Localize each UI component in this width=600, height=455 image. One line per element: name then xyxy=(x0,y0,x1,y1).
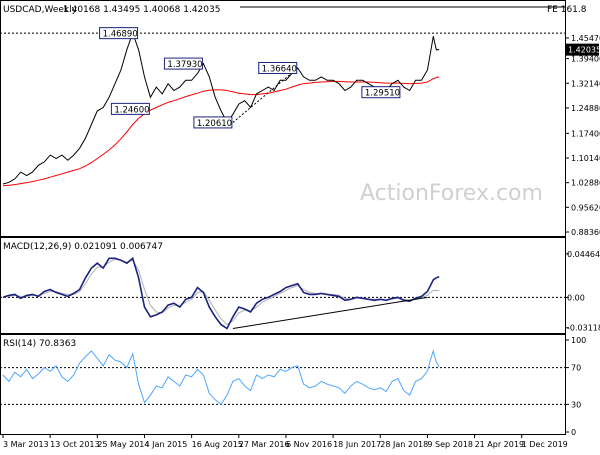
macd-title: MACD(12,26,9) 0.021091 0.006747 xyxy=(3,242,163,252)
price-label: 1.24600 xyxy=(114,105,149,115)
current-price-box xyxy=(565,43,599,56)
fib-label: FE 161.8 xyxy=(547,5,587,15)
price-tick-label: 0.88360 xyxy=(571,228,600,237)
price-title: USDCAD,Weekly xyxy=(3,5,78,15)
price-tick-label: 1.17400 xyxy=(571,129,600,138)
macd-trendline xyxy=(232,296,428,330)
time-tick-label: 13 Oct 2013 xyxy=(50,440,99,449)
price-label: 1.20610 xyxy=(197,119,232,129)
time-tick-label: 27 Mar 2016 xyxy=(239,440,290,449)
time-tick-label: 16 Aug 2015 xyxy=(192,440,243,449)
rsi-panel-frame xyxy=(0,334,566,435)
time-tick-label: 25 May 2014 xyxy=(97,440,149,449)
price-tick-label: 1.39400 xyxy=(571,55,600,64)
time-tick-label: 28 Jan 2018 xyxy=(380,440,428,449)
price-tick-label: 1.10140 xyxy=(571,154,600,163)
price-label-box xyxy=(110,102,150,115)
time-tick-label: 4 Jan 2015 xyxy=(144,440,187,449)
price-label: 1.29510 xyxy=(365,89,400,99)
time-tick-label: 3 Mar 2013 xyxy=(3,440,49,449)
price-label-box xyxy=(163,57,203,70)
rsi-tick-label: 0 xyxy=(571,428,576,437)
price-label: 1.37930 xyxy=(167,60,202,70)
rsi-tick-label: 70 xyxy=(571,364,581,373)
rsi-title: RSI(14) 70.8363 xyxy=(3,339,76,349)
price-label: 1.46890 xyxy=(103,30,138,40)
time-tick-label: 21 Apr 2019 xyxy=(475,440,524,449)
price-tick-label: 1.32140 xyxy=(571,79,600,88)
macd-tick-label: -0.031183 xyxy=(567,324,600,333)
time-tick-label: 6 Nov 2016 xyxy=(286,440,332,449)
rsi-line xyxy=(2,349,440,406)
price-label-box xyxy=(258,61,298,74)
price-label-box xyxy=(99,27,139,40)
price-label: 1.36640 xyxy=(262,64,297,74)
macd-tick-label: 0.00 xyxy=(567,293,585,302)
price-panel-frame xyxy=(0,0,566,237)
price-label-box xyxy=(361,86,401,99)
current-price-label: 1.42035 xyxy=(568,46,600,55)
sma-line xyxy=(2,76,440,187)
rsi-tick-label: 100 xyxy=(571,336,586,345)
ohlc-label: 1.40168 1.43495 1.40068 1.42035 xyxy=(63,5,220,15)
price-label-box xyxy=(193,116,233,129)
price-tick-label: 1.45470 xyxy=(571,34,600,43)
macd-line xyxy=(2,256,440,330)
macd-panel-frame xyxy=(0,237,566,334)
watermark: ActionForex.com xyxy=(360,181,543,206)
time-tick-label: 1 Dec 2019 xyxy=(522,440,568,449)
time-tick-label: 9 Sep 2018 xyxy=(427,440,473,449)
price-tick-label: 1.24880 xyxy=(571,104,600,113)
macd-tick-label: 0.044642 xyxy=(567,250,600,259)
time-tick-label: 18 Jun 2017 xyxy=(333,440,381,449)
rsi-tick-label: 30 xyxy=(571,400,581,409)
